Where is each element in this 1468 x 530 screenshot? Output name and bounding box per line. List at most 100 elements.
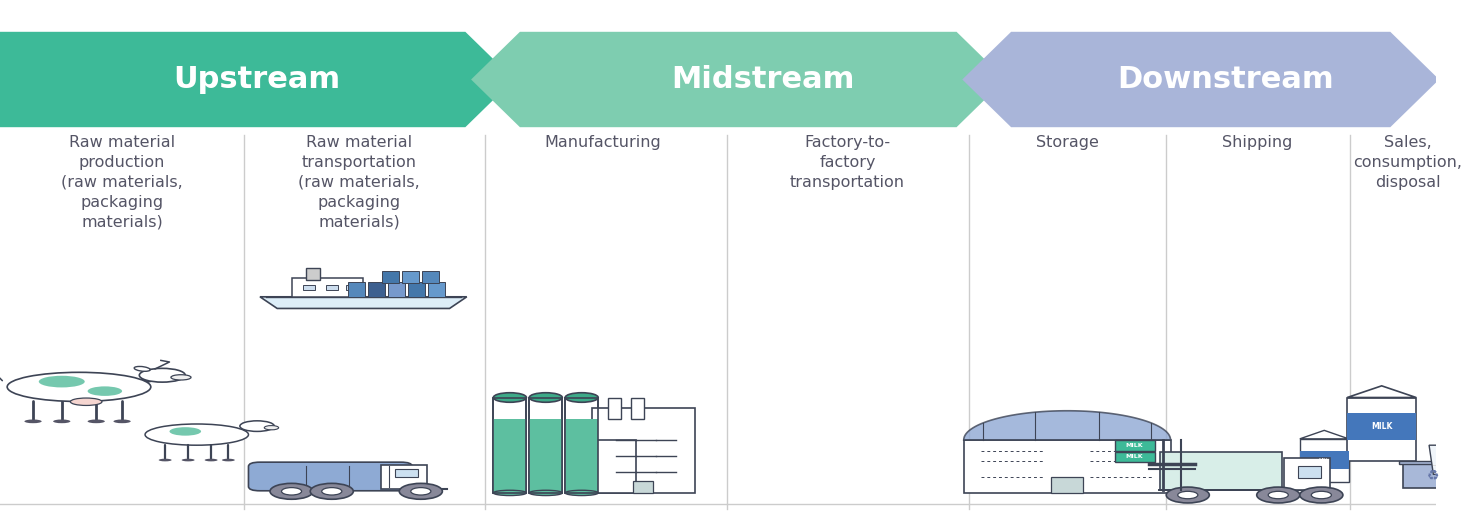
Ellipse shape	[25, 420, 41, 423]
Text: Manufacturing: Manufacturing	[545, 135, 662, 150]
Bar	[367, 282, 385, 297]
Bar	[302, 285, 314, 290]
Bar	[565, 398, 597, 493]
Bar	[608, 398, 621, 419]
Ellipse shape	[159, 458, 172, 461]
Polygon shape	[963, 32, 1439, 127]
Text: Upstream: Upstream	[173, 65, 341, 94]
Text: Downstream: Downstream	[1117, 65, 1333, 94]
Bar	[631, 398, 644, 419]
Polygon shape	[0, 32, 514, 127]
Bar	[633, 481, 653, 493]
Text: Raw material
transportation
(raw materials,
packaging
materials): Raw material transportation (raw materia…	[298, 135, 420, 229]
Text: MILK: MILK	[1126, 443, 1144, 448]
Ellipse shape	[145, 424, 248, 445]
Bar	[493, 398, 527, 493]
Bar	[1299, 450, 1349, 469]
Bar	[1284, 458, 1330, 490]
Text: Sales,
consumption,
disposal: Sales, consumption, disposal	[1353, 135, 1462, 190]
Ellipse shape	[530, 490, 562, 496]
Ellipse shape	[493, 490, 527, 496]
Ellipse shape	[88, 386, 122, 396]
Ellipse shape	[530, 393, 562, 402]
Text: Shipping: Shipping	[1221, 135, 1292, 150]
Ellipse shape	[134, 366, 150, 372]
Bar	[1114, 440, 1155, 450]
Ellipse shape	[204, 458, 217, 461]
Text: Midstream: Midstream	[671, 65, 854, 94]
Ellipse shape	[139, 368, 185, 382]
Bar	[380, 465, 427, 489]
Text: MILK: MILK	[1371, 422, 1392, 431]
Bar	[565, 419, 597, 493]
Ellipse shape	[170, 375, 191, 380]
Ellipse shape	[88, 420, 104, 423]
Circle shape	[1299, 487, 1343, 503]
Ellipse shape	[169, 427, 201, 436]
Bar	[423, 271, 439, 283]
Circle shape	[270, 483, 313, 499]
Bar	[530, 398, 562, 493]
Bar	[584, 440, 636, 493]
Bar	[592, 408, 696, 493]
Polygon shape	[1348, 386, 1417, 398]
FancyArrowPatch shape	[0, 373, 3, 381]
Bar	[1403, 464, 1464, 488]
Bar	[292, 278, 364, 297]
Text: Milk: Milk	[1318, 457, 1330, 463]
Ellipse shape	[565, 393, 597, 402]
Circle shape	[411, 488, 432, 495]
Bar	[1114, 452, 1155, 462]
Bar	[305, 268, 320, 280]
Ellipse shape	[565, 490, 597, 496]
Polygon shape	[260, 297, 467, 308]
Text: ♻: ♻	[1427, 469, 1440, 483]
Bar	[388, 282, 405, 297]
Circle shape	[399, 483, 442, 499]
Ellipse shape	[70, 398, 101, 405]
Bar	[346, 285, 358, 290]
Ellipse shape	[113, 420, 131, 423]
Circle shape	[1166, 487, 1210, 503]
FancyBboxPatch shape	[248, 462, 413, 491]
Bar	[395, 469, 418, 477]
Polygon shape	[1299, 430, 1349, 439]
Circle shape	[310, 483, 354, 499]
Bar	[1348, 398, 1417, 461]
Bar	[408, 282, 426, 297]
Bar	[1299, 439, 1349, 482]
Ellipse shape	[53, 420, 70, 423]
Bar	[382, 271, 399, 283]
Ellipse shape	[222, 458, 235, 461]
Bar	[493, 419, 527, 493]
Polygon shape	[1428, 445, 1468, 474]
Bar	[1051, 477, 1083, 493]
Bar	[402, 271, 420, 283]
Circle shape	[1177, 491, 1198, 499]
Circle shape	[1311, 491, 1331, 499]
Bar	[1298, 466, 1321, 478]
Bar	[530, 419, 562, 493]
Bar	[1348, 413, 1417, 440]
Ellipse shape	[182, 458, 195, 461]
Bar	[429, 282, 445, 297]
Circle shape	[282, 488, 301, 495]
Bar	[963, 440, 1170, 493]
Ellipse shape	[7, 372, 151, 402]
Bar	[326, 285, 338, 290]
Bar	[348, 282, 366, 297]
Polygon shape	[963, 411, 1170, 440]
Text: Factory-to-
factory
transportation: Factory-to- factory transportation	[790, 135, 904, 190]
Bar	[493, 398, 527, 493]
Bar	[565, 398, 597, 493]
Bar	[530, 398, 562, 493]
Bar	[1399, 461, 1468, 464]
Ellipse shape	[493, 393, 527, 402]
Text: Raw material
production
(raw materials,
packaging
materials): Raw material production (raw materials, …	[62, 135, 184, 229]
Circle shape	[1257, 487, 1299, 503]
Bar	[1160, 452, 1282, 490]
Ellipse shape	[264, 426, 279, 430]
Ellipse shape	[239, 421, 275, 431]
Text: Storage: Storage	[1036, 135, 1098, 150]
Text: MILK: MILK	[1126, 454, 1144, 460]
